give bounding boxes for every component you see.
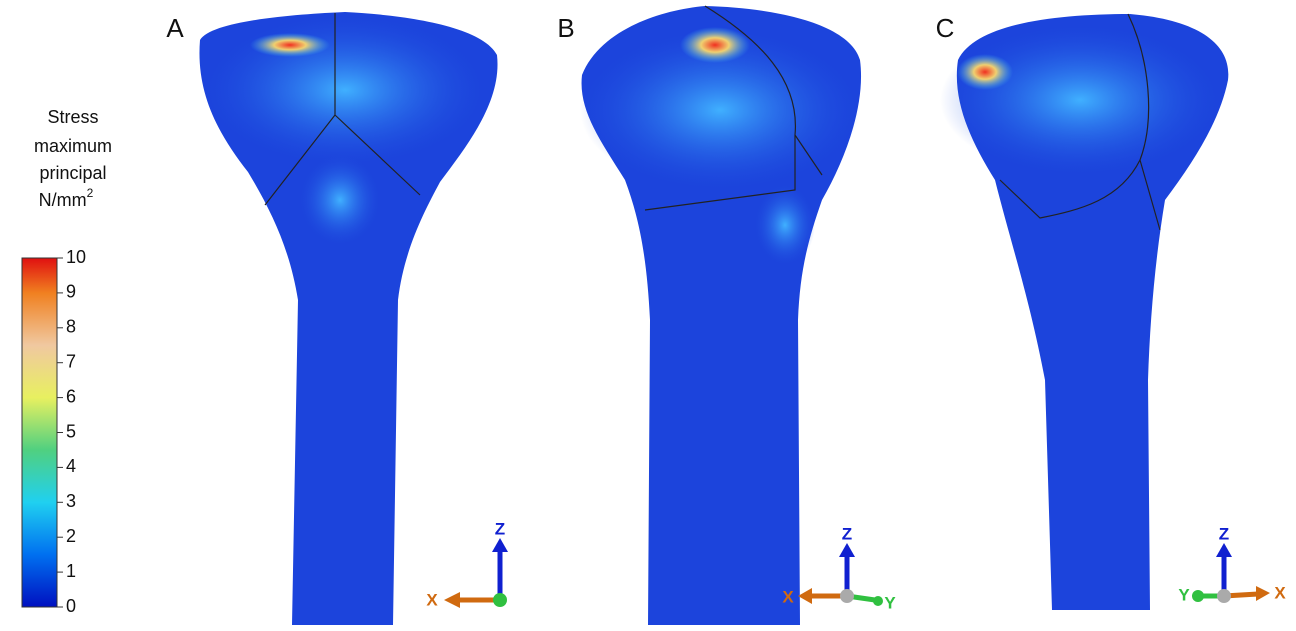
axis-letter: Z bbox=[842, 524, 852, 543]
tick-label: 3 bbox=[66, 491, 76, 511]
tick-label: 4 bbox=[66, 456, 76, 476]
bone-a bbox=[199, 12, 498, 625]
axis-letter: Z bbox=[1219, 524, 1229, 543]
axis-triad-a bbox=[444, 538, 508, 608]
legend-unit: N/mm2 bbox=[39, 186, 94, 210]
axis-triad-b bbox=[798, 543, 883, 606]
axis-letter: Z bbox=[495, 519, 505, 538]
axis-letter: Y bbox=[1178, 585, 1190, 604]
axis-letter: X bbox=[782, 587, 794, 606]
tick-label: 6 bbox=[66, 386, 76, 406]
unit-sup: 2 bbox=[87, 186, 94, 200]
bone-b bbox=[580, 5, 862, 625]
panel-label: B bbox=[557, 13, 574, 43]
colorbar bbox=[21, 257, 58, 608]
tick-label: 8 bbox=[66, 317, 76, 337]
tick-label: 10 bbox=[66, 247, 86, 267]
legend-title: Stress bbox=[47, 107, 98, 127]
tick-label: 2 bbox=[66, 526, 76, 546]
axis-letter: X bbox=[426, 590, 438, 609]
legend-title: principal bbox=[39, 163, 106, 183]
legend-title: maximum bbox=[34, 136, 112, 156]
unit: N/mm bbox=[39, 190, 87, 210]
panel-label: A bbox=[166, 13, 184, 43]
tick-label: 1 bbox=[66, 561, 76, 581]
tick-label: 0 bbox=[66, 596, 76, 616]
tick-label: 5 bbox=[66, 421, 76, 441]
tick-label: 9 bbox=[66, 282, 76, 302]
axis-letter: X bbox=[1274, 583, 1286, 602]
tick-label: 7 bbox=[66, 351, 76, 371]
axis-triad-c bbox=[1192, 543, 1270, 603]
bone-c bbox=[940, 13, 1229, 610]
panel-label: C bbox=[936, 13, 955, 43]
axis-letter: Y bbox=[884, 593, 896, 612]
